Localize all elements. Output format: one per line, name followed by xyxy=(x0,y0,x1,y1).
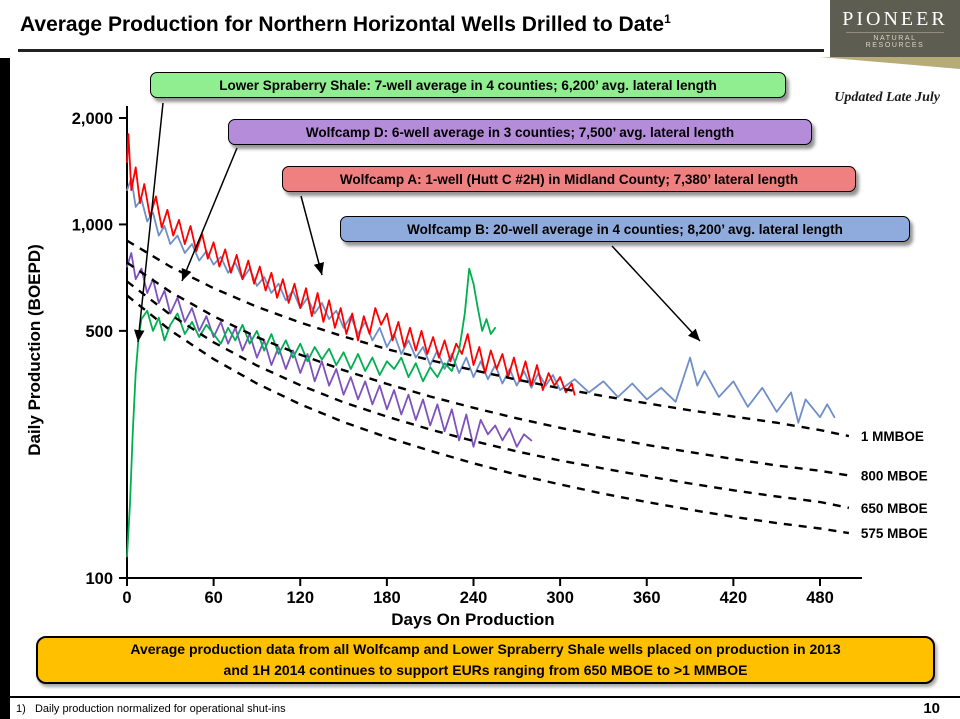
x-tick-label-60: 60 xyxy=(204,589,222,607)
callout-wolfcamp-b-label: Wolfcamp B: 20-well average in 4 countie… xyxy=(407,222,843,237)
callout-wolfcamp-d-label: Wolfcamp D: 6-well average in 3 counties… xyxy=(305,125,735,140)
page-title-text: Average Production for Northern Horizont… xyxy=(20,13,665,36)
callout-wolfcamp-a-label: Wolfcamp A: 1-well (Hutt C #2H) in Midla… xyxy=(339,172,799,187)
y-tick-label-500: 500 xyxy=(85,323,113,341)
logo-subtitle: NATURAL RESOURCES xyxy=(846,32,944,49)
footnote: 1) Daily production normalized for opera… xyxy=(16,703,286,715)
x-tick-label-180: 180 xyxy=(373,589,401,607)
banner-line-1: Average production data from all Wolfcam… xyxy=(130,641,841,657)
title-footnote-marker: 1 xyxy=(664,12,671,26)
logo-name: PIONEER xyxy=(842,8,948,30)
summary-banner: Average production data from all Wolfcam… xyxy=(36,636,935,684)
callout-arrow-wolfcamp-d xyxy=(181,147,238,282)
callout-wolfcamp-b: Wolfcamp B: 20-well average in 4 countie… xyxy=(340,216,910,242)
eur-label-575-mboe: 575 MBOE xyxy=(861,526,928,541)
eur-label-800-mboe: 800 MBOE xyxy=(861,468,928,483)
page-number: 10 xyxy=(923,700,940,717)
eur-label-650-mboe: 650 MBOE xyxy=(861,501,928,516)
y-tick-label-1000: 1,000 xyxy=(72,216,113,234)
eur-curve-650-mboe xyxy=(126,280,850,509)
x-tick-label-120: 120 xyxy=(286,589,314,607)
x-tick-label-480: 480 xyxy=(806,589,834,607)
y-tick-label-100: 100 xyxy=(85,570,113,588)
x-tick-label-240: 240 xyxy=(460,589,488,607)
callout-wolfcamp-d: Wolfcamp D: 6-well average in 3 counties… xyxy=(228,119,812,145)
pioneer-logo: PIONEER NATURAL RESOURCES xyxy=(830,0,960,57)
x-tick-label-300: 300 xyxy=(546,589,574,607)
banner-line-2: and 1H 2014 continues to support EURs ra… xyxy=(223,662,748,678)
y-axis-title: Daily Production (BOEPD) xyxy=(25,244,44,456)
x-tick-label-0: 0 xyxy=(122,589,131,607)
callout-arrow-lower-spraberry-shale xyxy=(134,102,164,343)
series-line-wolfcamp-a xyxy=(126,133,576,396)
title-underline xyxy=(18,49,824,52)
y-tick-label-2000: 2,000 xyxy=(72,110,113,128)
page-title: Average Production for Northern Horizont… xyxy=(20,12,671,37)
callout-lower-spraberry: Lower Spraberry Shale: 7-well average in… xyxy=(150,72,786,98)
x-axis-title: Days On Production xyxy=(391,610,554,629)
updated-note: Updated Late July xyxy=(834,90,940,105)
eur-curve-1-mmboe xyxy=(126,239,850,438)
callout-lower-spraberry-label: Lower Spraberry Shale: 7-well average in… xyxy=(219,78,717,93)
callout-wolfcamp-a: Wolfcamp A: 1-well (Hutt C #2H) in Midla… xyxy=(282,166,856,192)
bottom-rule xyxy=(0,696,960,698)
series-line-lower-spraberry-shale xyxy=(126,267,497,558)
eur-label-1-mmboe: 1 MMBOE xyxy=(861,429,924,444)
series-line-wolfcamp-b xyxy=(126,177,836,424)
x-tick-label-360: 360 xyxy=(633,589,661,607)
x-tick-label-420: 420 xyxy=(720,589,748,607)
series-line-wolfcamp-d xyxy=(126,252,533,448)
left-edge-bar xyxy=(0,58,10,719)
callout-arrow-wolfcamp-a xyxy=(300,195,324,276)
eur-curve-800-mboe xyxy=(126,261,850,477)
callout-arrow-wolfcamp-b xyxy=(611,245,701,342)
eur-curve-575-mboe xyxy=(126,294,850,535)
